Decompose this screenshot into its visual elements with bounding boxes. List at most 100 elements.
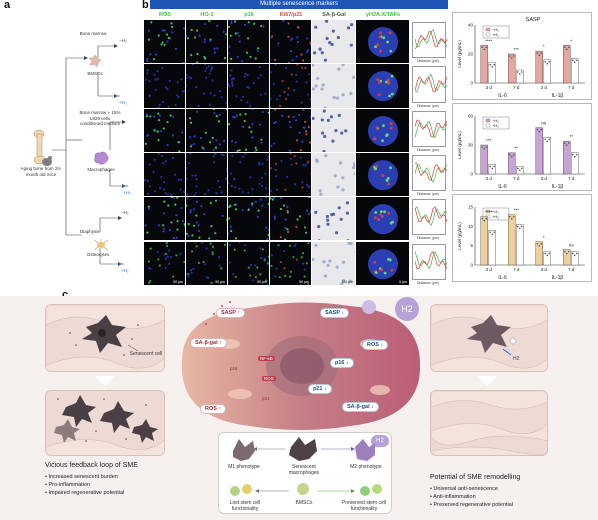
x-tick-label: 7 d [568,267,575,272]
group-label-1: IL-6 [498,93,507,99]
marker-sa-beta-gal-down: SA-β-gal ↓ [342,402,379,412]
intensity-profile-4: Distance (μm) [412,154,448,196]
x-tick-label: 3 d [541,85,548,90]
m1-phenotype-label: M1 phenotype [228,464,260,470]
profile-axis-label-6: Distance (μm) [417,280,439,285]
left-bullet-2: • Pro-inflammation [45,482,91,488]
data-point [546,63,549,65]
marker-ros-down: ROS ↓ [362,340,389,350]
bar-+H₂-4 [571,251,579,266]
data-point [510,57,513,59]
data-point [485,146,488,148]
y-axis-label: Level (pg/mL) [457,222,462,250]
legend-swatch-1 [485,118,491,123]
left-bullet-1: • Increased senescent burden [45,474,118,480]
data-point [518,73,521,75]
macrophage-cell-icon [92,150,110,166]
micrograph-r5-c3 [228,197,270,242]
significance-mark: *** [514,47,520,52]
intensity-profile-5: Distance (μm) [412,199,448,240]
bar-chart-1: 0 20 40 Level (pg/mL) SASP −H₂ +H₂ 3 d **** 7 d **… [452,12,592,100]
x-tick-label: 3 d [486,85,493,90]
data-point [538,245,541,247]
bar-−H₂-1 [480,45,488,84]
data-point [493,231,496,233]
data-point [540,243,543,245]
col-header-ki67-p21: Ki67/p21 [279,12,303,18]
micrograph-r5-c1 [144,197,186,242]
osteocyte-cell-icon [92,238,110,252]
micrograph-r2-c4 [270,64,312,109]
data-point [536,52,539,54]
data-point [544,252,547,255]
branch-diaphysis-label: Diaphysis [80,229,100,234]
data-point [538,54,541,56]
data-point [563,250,566,253]
panel-letter-c: c [62,289,69,301]
data-point [491,233,494,235]
h2-molecule-dot [362,300,376,314]
micrograph-r3-c6 [356,108,410,153]
scale-bar-label-c6: 5 μm [399,279,407,284]
data-point [491,167,494,170]
bar-−H₂-1 [480,144,488,175]
lost-stem-cell-label: Lost stem cell functionality [229,500,261,512]
x-tick-label: 7 d [568,85,575,90]
micrograph-r1-c6 [356,20,410,65]
data-point [518,169,521,172]
micrograph-r4-c6 [356,152,410,198]
right-bullet-3: • Preserved regenerative potential [430,502,513,508]
micrograph-r3-c5 [312,108,356,153]
data-point [481,146,484,148]
scale-bar-label-c4: 50 μm [299,279,309,284]
col-header-sa-beta-gal: SA-β-Gal [322,12,346,18]
marker-sasp-up: SASP ↑ [216,308,246,318]
osteocyte-label: Osteocytes [86,252,110,257]
group-label-1: IL-6 [498,184,507,190]
data-point [538,130,541,133]
data-point [563,46,566,49]
macrophage-stem-cell-box: H2 M1 phenotype Senescent macrophages M2… [218,432,392,514]
profile-axis-label-5: Distance (μm) [417,236,439,241]
data-point [512,55,515,57]
significance-mark: *** [486,138,492,143]
data-point [516,225,519,228]
significance-mark: **** [485,210,492,215]
bmsc-minus-h2: −H₂ [119,38,127,43]
sasp-bar-charts: 0 20 40 Level (pg/mL) SASP −H₂ +H₂ 3 d **** 7 d **… [452,12,592,284]
bar-−H₂-2 [508,152,516,175]
legend-label-2: +H₂ [492,123,499,128]
data-point [520,167,523,170]
micrograph-r2-c6 [356,64,410,109]
legend-label-1: −H₂ [492,27,499,32]
data-point [508,153,511,156]
right-down-arrow [477,376,497,386]
legend-swatch-1 [485,27,491,32]
y-tick-label: 60 [468,114,474,119]
x-tick-label: 7 d [513,267,520,272]
data-point [571,252,574,255]
data-point [483,219,486,222]
panel-letter-b: b [142,0,149,11]
legend-label-2: +H₂ [492,214,499,219]
micrograph-r6-c6: 5 μm [356,241,410,286]
intensity-profile-3: Distance (μm) [412,110,448,152]
bar-chart-2: 0 30 60 Level (pg/mL) −H₂ +H₂ 3 d *** 7 d ** 3 d ns… [452,103,592,191]
data-point [493,165,496,168]
inner-p21: p21 [262,396,270,401]
intensity-profile-2: Distance (μm) [412,66,448,108]
y-tick-label: 30 [468,143,474,148]
data-point [536,243,539,245]
macrophage-plus-h2: +H₂ [123,190,131,195]
significance-mark: * [570,38,572,43]
data-point [481,217,484,220]
micrograph-r6-c4: 50 μm [270,241,312,286]
legend-swatch-2 [485,32,491,37]
col-header-gh2ax-tafs: γH2A.X/TAFs [365,12,401,18]
scale-bar-label-c3: 50 μm [257,279,267,284]
data-point [544,138,547,141]
data-point [548,252,551,255]
data-point [512,153,515,156]
data-point [510,155,513,158]
micrograph-r6-c5: 100 μm [312,241,356,286]
